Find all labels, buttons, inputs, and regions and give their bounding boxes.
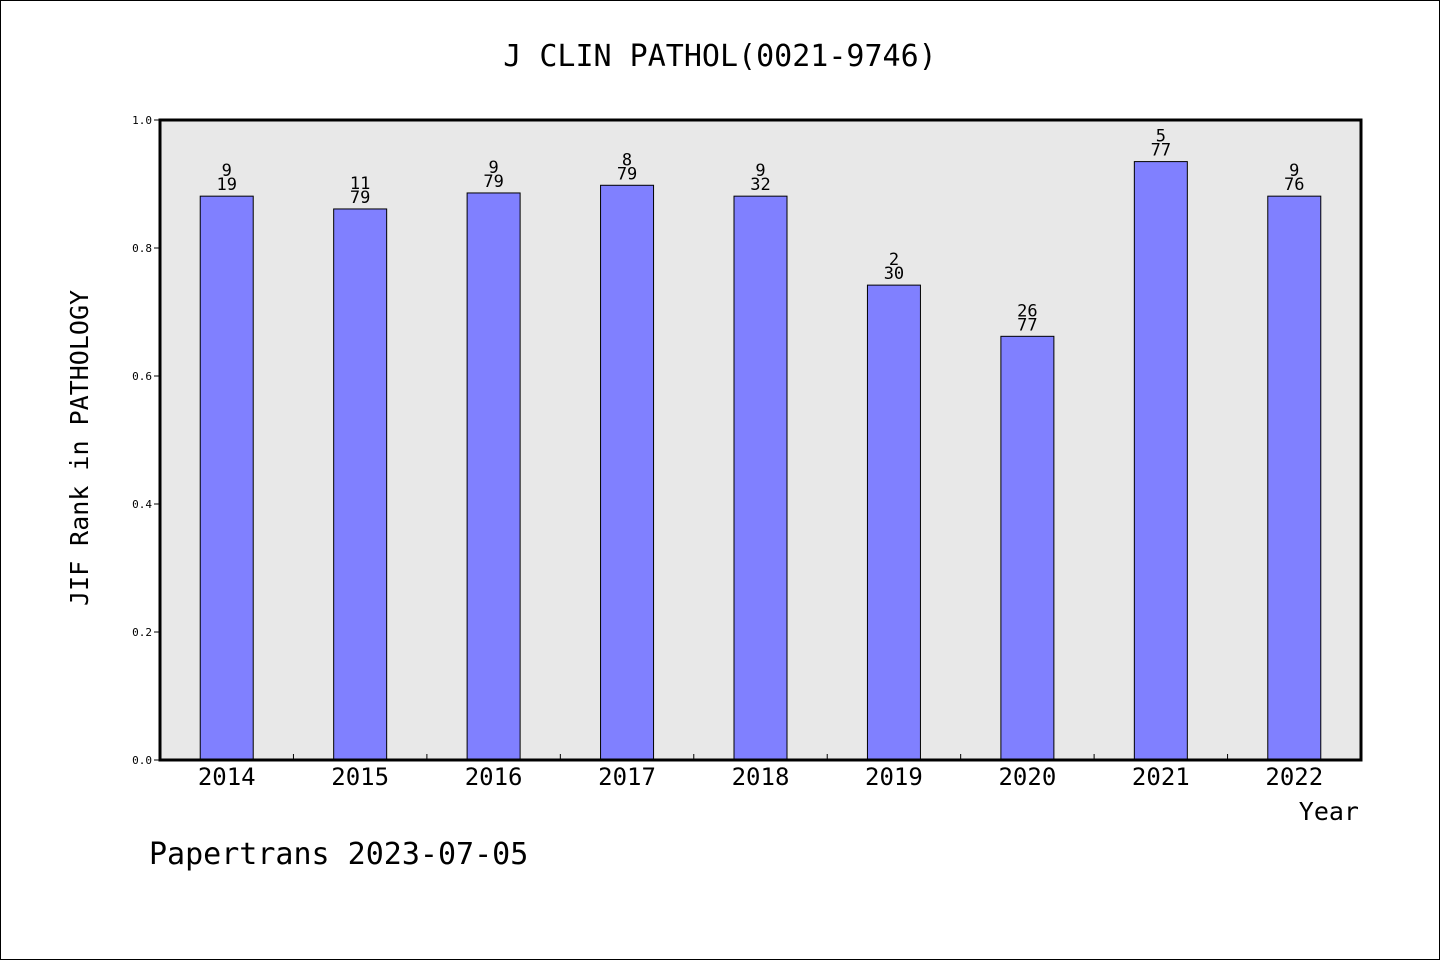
x-tick-label: 2019 [865, 763, 923, 791]
bar-total-label: 77 [1151, 141, 1171, 161]
plot-border [158, 118, 1363, 762]
bars-group [199, 161, 1322, 761]
x-ticks-group: 2014 2015 2016 2017 2018 2019 2020 2021 2022 [198, 754, 1323, 791]
bar-2014 [199, 195, 254, 761]
x-tick-label: 2015 [331, 763, 389, 791]
bar-rank-label: 9 [222, 161, 232, 181]
y-tick-label: 0.4 [132, 498, 152, 511]
y-ticks-group: 0.0 0.2 0.4 0.6 0.8 1.0 [132, 114, 160, 767]
bar-rank-label: 8 [622, 150, 632, 170]
bar-2017 [600, 184, 655, 761]
x-tick-label: 2017 [598, 763, 656, 791]
footer-stamp: Papertrans 2023-07-05 [149, 837, 528, 872]
x-tick-label: 2022 [1265, 763, 1323, 791]
bar-total-label: 30 [884, 264, 904, 284]
bar-2021 [1133, 161, 1188, 761]
chart-title: J CLIN PATHOL(0021-9746) [503, 39, 936, 74]
bar-total-label: 77 [1017, 315, 1037, 335]
bar-2022 [1267, 195, 1322, 761]
bar-2015 [333, 208, 388, 761]
bar-rank-label: 5 [1156, 127, 1166, 147]
bar-total-label: 32 [750, 175, 770, 195]
bar-rank-label: 11 [350, 174, 370, 194]
bar-total-label: 19 [216, 175, 236, 195]
x-tick-label: 2016 [465, 763, 523, 791]
y-tick-label: 0.8 [132, 242, 152, 255]
y-tick-label: 0.2 [132, 626, 152, 639]
x-tick-label: 2018 [732, 763, 790, 791]
bar-rank-label: 26 [1017, 301, 1037, 321]
bar-rank-label: 9 [755, 161, 765, 181]
y-tick-label: 0.6 [132, 370, 152, 383]
bar-total-label: 76 [1284, 175, 1304, 195]
bar-2019 [866, 284, 921, 761]
bar-total-label: 79 [350, 188, 370, 208]
y-tick-label: 1.0 [132, 114, 152, 127]
x-tick-label: 2020 [998, 763, 1056, 791]
bar-rank-label: 9 [1289, 161, 1299, 181]
bar-2016 [466, 192, 521, 761]
x-tick-label: 2014 [198, 763, 256, 791]
bar-rank-label: 9 [488, 158, 498, 178]
bar-2020 [1000, 335, 1055, 761]
y-axis-label: JIF Rank in PATHOLOGY [65, 290, 94, 606]
x-tick-label: 2021 [1132, 763, 1190, 791]
y-tick-label: 0.0 [132, 754, 152, 767]
bar-total-label: 79 [617, 164, 637, 184]
bar-total-label: 79 [483, 172, 503, 192]
bar-2018 [733, 195, 788, 761]
x-axis-label: Year [1299, 797, 1359, 826]
bar-rank-label: 2 [889, 250, 899, 270]
